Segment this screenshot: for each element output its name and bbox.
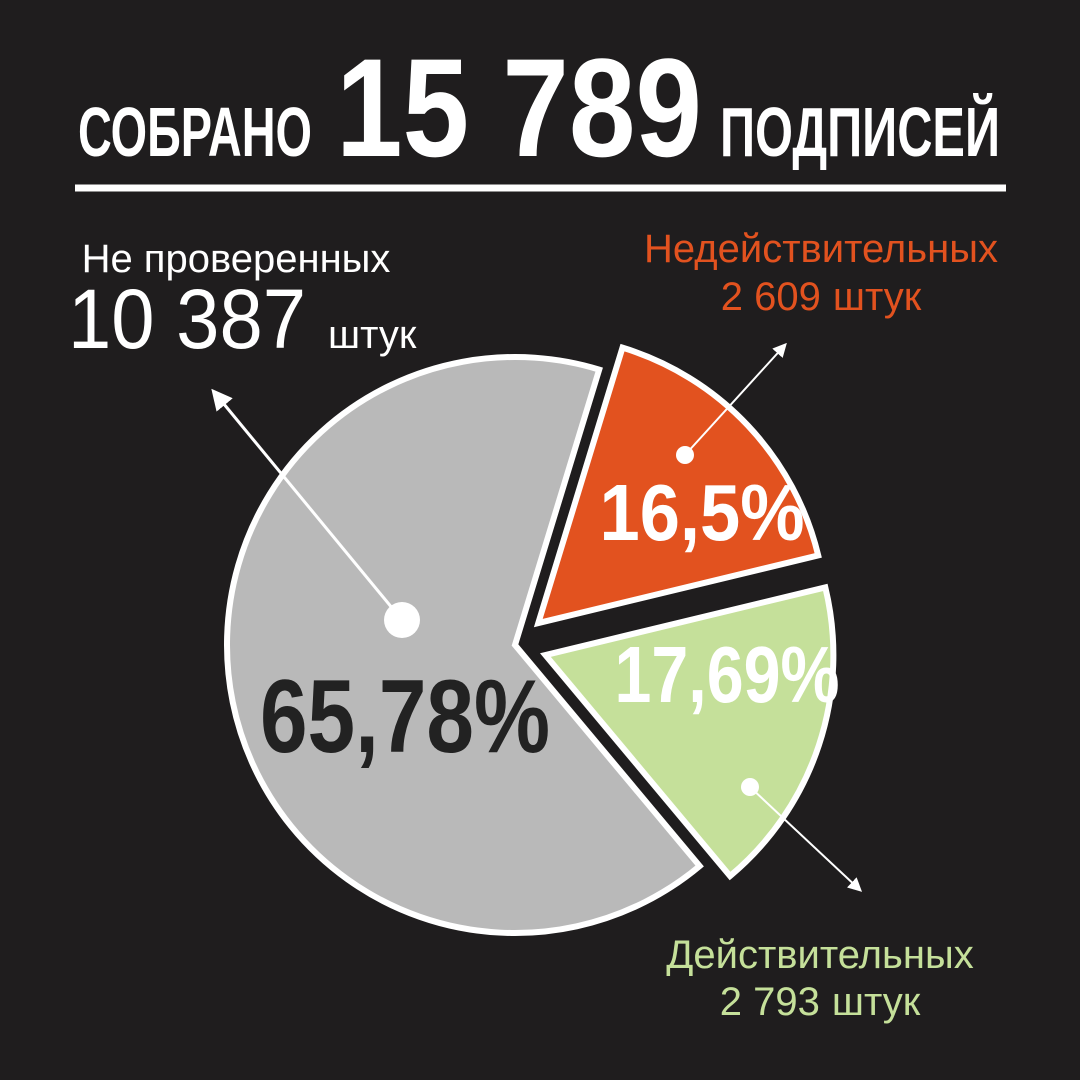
count-unit: штук <box>832 980 921 1024</box>
pie <box>224 343 837 936</box>
value-label: 16,5% <box>600 468 805 557</box>
count-unit: штук <box>833 275 922 319</box>
title-word: ПОДПИСЕЙ <box>720 92 1000 171</box>
title-word: СОБРАНО <box>78 93 312 171</box>
value-label: 65,78% <box>260 659 550 775</box>
count-value: 10 387 <box>68 272 306 366</box>
count-value: 2 793 <box>720 980 820 1024</box>
pie-slice <box>224 354 704 936</box>
arrow <box>684 342 787 456</box>
pie-slice <box>533 343 822 628</box>
count-label: 2 609 штук <box>721 275 922 319</box>
arrow-dot <box>676 446 694 464</box>
count-value: 2 609 <box>721 275 821 319</box>
category-label: Не проверенных <box>82 237 391 281</box>
arrow <box>749 786 863 892</box>
arrow-dot <box>384 602 420 638</box>
arrow <box>211 388 404 621</box>
pie-slice <box>539 583 837 881</box>
category-label: Действительных <box>666 933 973 977</box>
count-unit: штук <box>328 313 417 357</box>
arrows <box>211 342 863 892</box>
title-total: 15 789 <box>336 29 702 186</box>
value-label: 17,69% <box>615 630 840 719</box>
category-label: Недействительных <box>644 227 998 271</box>
arrow-dot <box>741 778 759 796</box>
count-label: 2 793 штук <box>720 980 921 1024</box>
